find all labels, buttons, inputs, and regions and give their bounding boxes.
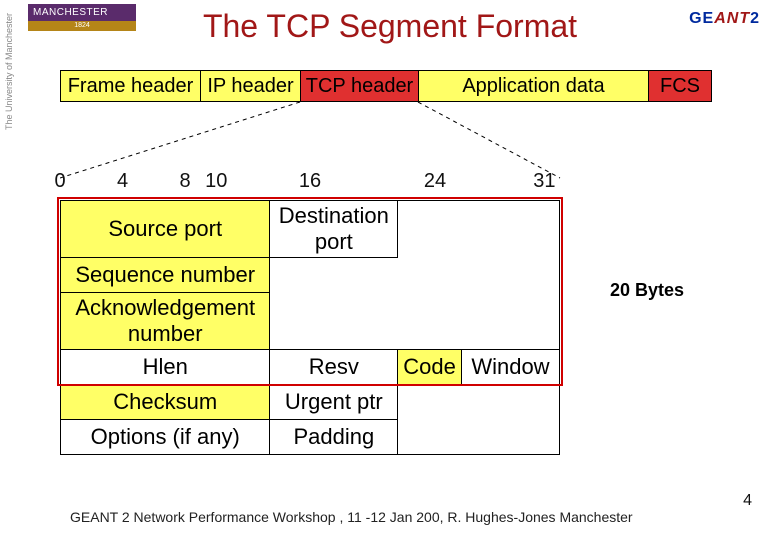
tcp-cell-3-1: Resv [270, 350, 398, 385]
tcp-row-1: Sequence number [61, 258, 560, 293]
frame-cell-1: IP header [201, 71, 301, 101]
bit-tick-24: 24 [424, 170, 446, 193]
bit-tick-0: 0 [54, 170, 65, 193]
tcp-cell-4-0: Checksum [61, 385, 270, 420]
tcp-row-0: Source portDestination port [61, 201, 560, 258]
bit-tick-4: 4 [117, 170, 128, 193]
twenty-bytes-label: 20 Bytes [610, 280, 684, 301]
tcp-cell-1-0: Sequence number [61, 258, 270, 293]
tcp-cell-2-0: Acknowledgement number [61, 293, 270, 350]
bit-tick-10: 10 [205, 170, 227, 193]
bit-tick-8: 8 [179, 170, 190, 193]
dashed-connector-lines [60, 102, 600, 180]
tcp-row-5: Options (if any)Padding [61, 420, 560, 455]
frame-cell-4: FCS [649, 71, 711, 101]
bit-tick-16: 16 [299, 170, 321, 193]
tcp-cell-0-0: Source port [61, 201, 270, 258]
tcp-cell-0-1: Destination port [270, 201, 398, 258]
bit-tick-31: 31 [533, 170, 555, 193]
frame-cell-3: Application data [419, 71, 649, 101]
bit-tick-row: 04810162431 [60, 170, 560, 200]
frame-cell-2: TCP header [301, 71, 419, 101]
tcp-cell-5-1: Padding [270, 420, 398, 455]
tcp-row-3: HlenResvCodeWindow [61, 350, 560, 385]
slide-number: 4 [743, 492, 752, 510]
slide-title: The TCP Segment Format [0, 8, 780, 45]
frame-cell-0: Frame header [61, 71, 201, 101]
tcp-cell-3-2: Code [398, 350, 462, 385]
packet-frame-row: Frame headerIP headerTCP headerApplicati… [60, 70, 712, 102]
tcp-cell-3-0: Hlen [61, 350, 270, 385]
tcp-row-2: Acknowledgement number [61, 293, 560, 350]
tcp-cell-4-1: Urgent ptr [270, 385, 398, 420]
tcp-cell-3-3: Window [461, 350, 559, 385]
footer-text: GEANT 2 Network Performance Workshop , 1… [70, 509, 633, 525]
tcp-cell-5-0: Options (if any) [61, 420, 270, 455]
tcp-header-table: Source portDestination portSequence numb… [60, 200, 560, 455]
tcp-row-4: ChecksumUrgent ptr [61, 385, 560, 420]
